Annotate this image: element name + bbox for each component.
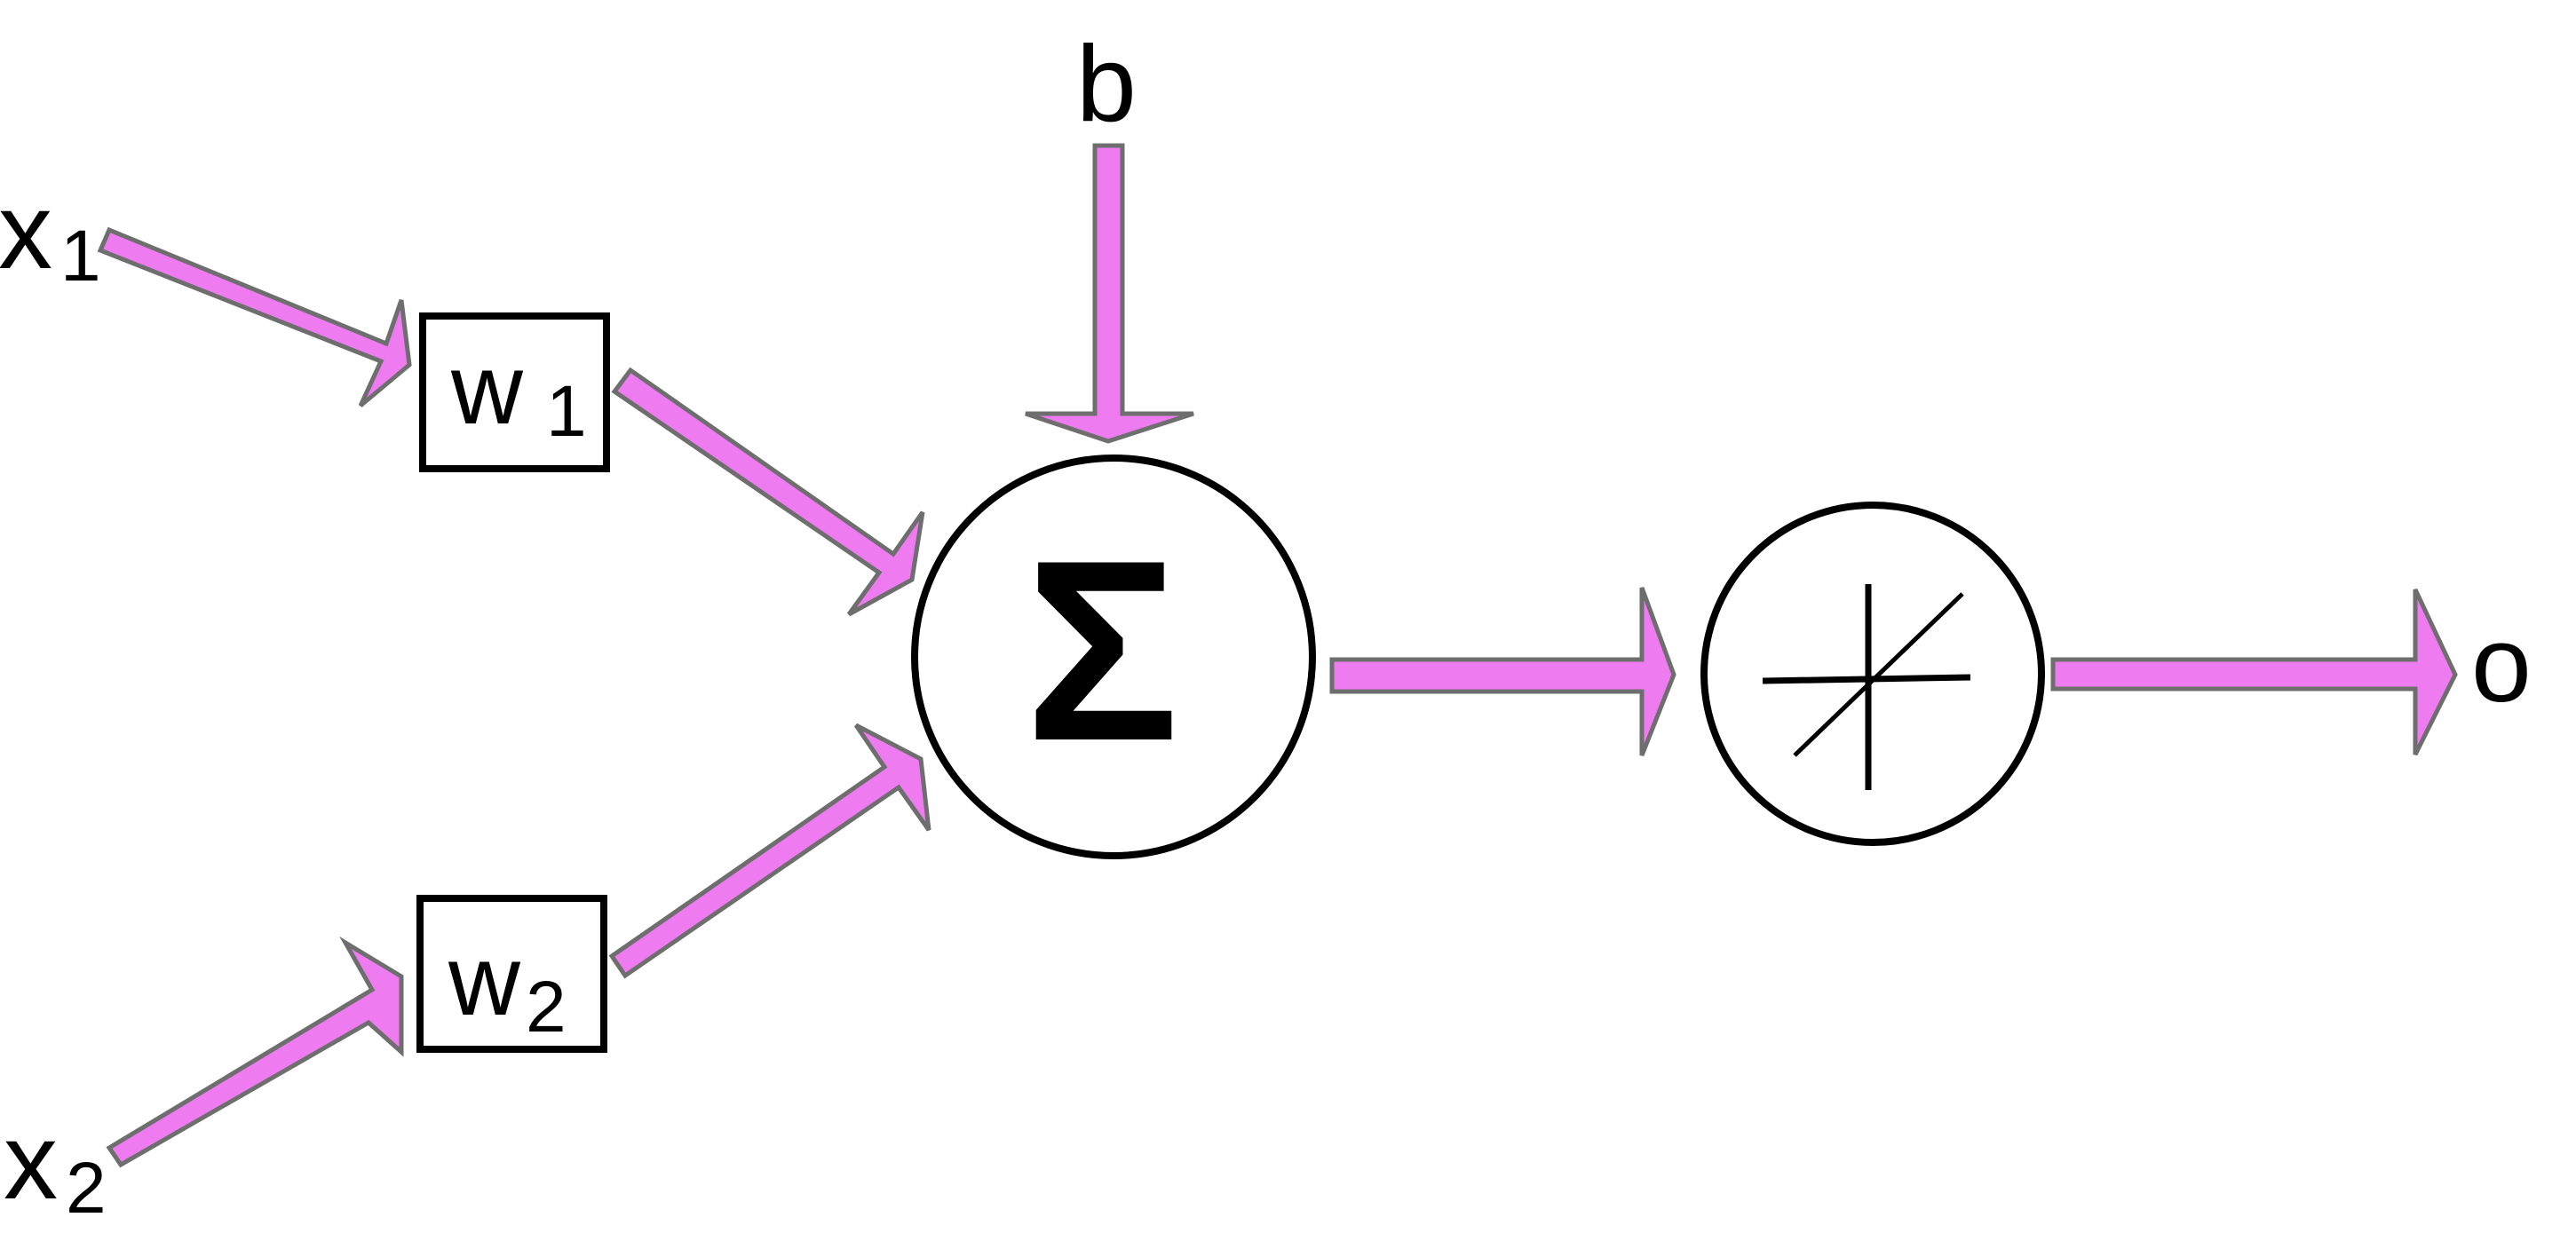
- activation-node: [1700, 502, 2045, 846]
- arrow-x1-to-w1: [97, 226, 412, 407]
- input-x1-subscript: 1: [60, 216, 101, 296]
- arrow-w1-to-sum: [611, 367, 925, 617]
- output-label: o: [2471, 604, 2532, 724]
- sum-symbol: Σ: [1025, 507, 1179, 794]
- arrow-activation-to-output: [2050, 588, 2458, 756]
- input-x1-label: x 1: [0, 170, 101, 296]
- input-x2-name: x: [4, 1101, 58, 1221]
- input-x2-subscript: 2: [66, 1148, 107, 1229]
- arrow-w2-to-sum: [608, 723, 931, 979]
- input-x1-name: x: [0, 170, 52, 291]
- bias-label: b: [1076, 23, 1137, 144]
- weight-w1-box: w 1: [419, 312, 610, 472]
- input-x2-label: x 2: [4, 1101, 107, 1229]
- weight-w1-name: w: [450, 334, 524, 445]
- arrow-sum-to-activation: [1329, 587, 1676, 756]
- weight-w1-subscript: 1: [546, 371, 587, 452]
- weight-w2-name: w: [448, 925, 521, 1036]
- weight-w2-subscript: 2: [526, 967, 567, 1047]
- activation-function-icon: [1762, 584, 1971, 790]
- weight-w2-box: w 2: [416, 895, 607, 1053]
- summation-node: Σ: [911, 455, 1316, 859]
- arrow-x2-to-w2: [106, 936, 404, 1168]
- arrow-bias-to-sum: [1025, 143, 1194, 444]
